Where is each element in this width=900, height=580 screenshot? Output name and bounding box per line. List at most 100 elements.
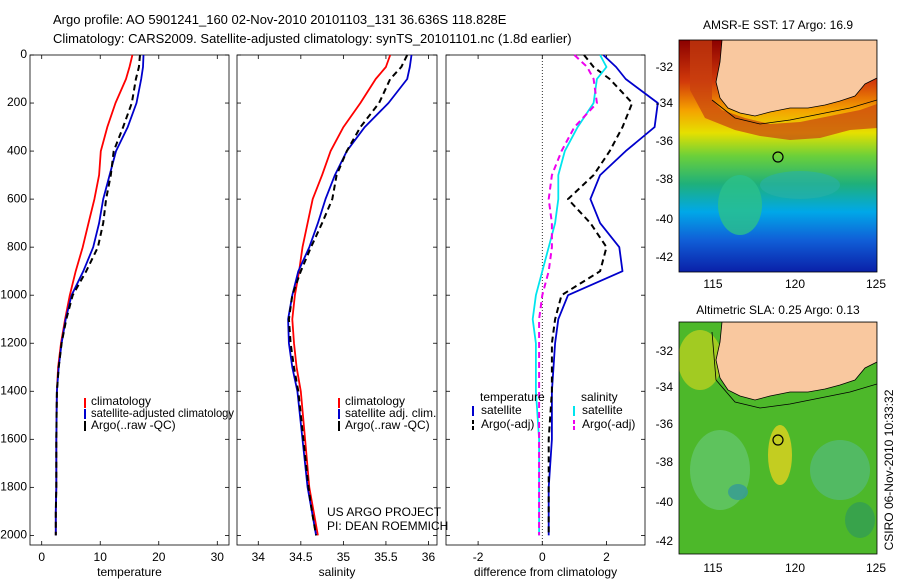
plot-frame xyxy=(445,54,646,546)
x-tick-label: 35 xyxy=(337,550,351,564)
sst-ytick: -42 xyxy=(656,250,674,264)
legend-label-climatology: climatology xyxy=(91,394,151,408)
temperature-legend: climatology satellite-adjusted climatolo… xyxy=(84,394,234,432)
series-line-satellite-adjusted-climatology xyxy=(54,54,145,536)
legend-label-temp-satellite: satellite xyxy=(481,403,522,417)
sst-ytick: -36 xyxy=(656,134,674,148)
sla-xtick: 125 xyxy=(866,561,886,575)
sla-map-frame xyxy=(678,321,878,555)
salinity-legend: climatology satellite adj. clim. Argo(..… xyxy=(338,394,436,432)
sla-land xyxy=(715,322,877,401)
x-tick-label: 20 xyxy=(152,550,166,564)
sst-ytick: -32 xyxy=(656,60,674,74)
sst-cool-patch xyxy=(760,171,840,199)
sla-argo-marker xyxy=(772,434,784,446)
series-line-argo-raw-qc xyxy=(287,54,409,536)
legend-label-argo: Argo(..raw -QC) xyxy=(91,418,176,432)
x-axis-label: difference from climatology xyxy=(474,565,617,579)
x-tick-label: 34.5 xyxy=(289,550,313,564)
y-tick-label: 200 xyxy=(7,95,27,109)
sla-ytick: -38 xyxy=(656,455,674,469)
x-tick-label: 34 xyxy=(252,550,266,564)
x-tick-label: 35.5 xyxy=(374,550,398,564)
series-line-temperature-satellite xyxy=(547,54,659,536)
series-line-argo-raw-qc xyxy=(54,54,141,536)
sla-patch xyxy=(728,484,748,500)
sst-ytick: -34 xyxy=(656,96,674,110)
legend-label-temp-argo: Argo(-adj) xyxy=(481,417,534,431)
sst-land xyxy=(715,40,877,117)
sst-coastal-band xyxy=(690,40,877,140)
timestamp: CSIRO 06-Nov-2010 10:33:32 xyxy=(882,389,896,550)
sla-map-ticks: -32 -34 -36 -38 -40 -42 115 120 125 xyxy=(656,344,887,575)
temperature-profile-panel: 0 10 20 30 0 200 400 600 800 1000 1200 1400 1600 1800… xyxy=(0,47,230,579)
x-tick-label: 0 xyxy=(539,550,546,564)
series-line-satellite-adj-clim xyxy=(287,54,413,536)
sla-ytick: -32 xyxy=(656,344,674,358)
y-tick-label: 400 xyxy=(7,143,27,157)
series-line-salinity-argo-adj xyxy=(538,54,598,536)
y-tick-label: 1600 xyxy=(0,431,27,445)
legend-label-climatology: climatology xyxy=(345,394,405,408)
sst-ytick: -40 xyxy=(656,212,674,226)
sla-patch xyxy=(810,440,870,500)
legend-group-salinity: salinity xyxy=(581,390,618,404)
y-tick-label: 1000 xyxy=(0,287,27,301)
sst-argo-marker xyxy=(772,151,784,163)
sla-xtick: 115 xyxy=(703,561,722,575)
plot-frame xyxy=(236,54,438,546)
y-tick-label: 1800 xyxy=(0,480,27,494)
sla-patch xyxy=(679,330,722,390)
title-line-2: Climatology: CARS2009. Satellite-adjuste… xyxy=(53,31,572,46)
x-tick-label: -2 xyxy=(473,550,484,564)
title-line-1: Argo profile: AO 5901241_160 02-Nov-2010… xyxy=(53,12,507,27)
sla-patch xyxy=(768,425,792,485)
sla-map-title: Altimetric SLA: 0.25 Argo: 0.13 xyxy=(696,303,860,317)
sst-xtick: 115 xyxy=(703,277,722,291)
credit-line-2: PI: DEAN ROEMMICH xyxy=(327,519,448,533)
x-tick-label: 36 xyxy=(422,550,436,564)
legend-label-satellite: satellite adj. clim. xyxy=(345,406,436,420)
sst-xtick: 120 xyxy=(785,277,805,291)
legend-group-temperature: temperature xyxy=(480,390,545,404)
sst-ytick: -38 xyxy=(656,172,674,186)
x-tick-label: 30 xyxy=(211,550,225,564)
sla-map-panel: Altimetric SLA: 0.25 Argo: 0.13 -32 -34 … xyxy=(656,303,887,575)
series-line-temperature-argo-adj xyxy=(547,54,634,536)
credit-line-1: US ARGO PROJECT xyxy=(327,505,442,519)
legend-label-argo: Argo(..raw -QC) xyxy=(345,418,430,432)
sst-xtick: 125 xyxy=(866,277,886,291)
difference-legend: temperature satellite Argo(-adj) salinit… xyxy=(472,390,635,431)
series-line-climatology xyxy=(54,54,134,536)
x-tick-label: 2 xyxy=(603,550,610,564)
sla-contour-line xyxy=(711,331,877,409)
sla-ytick: -36 xyxy=(656,417,674,431)
sla-ytick: -42 xyxy=(656,534,674,548)
sla-ytick: -34 xyxy=(656,380,674,394)
series-line-climatology xyxy=(291,54,392,536)
sst-warm-patch xyxy=(718,175,762,235)
sst-map-ticks: -32 -34 -36 -38 -40 -42 115 120 125 xyxy=(656,60,887,291)
y-tick-label: 0 xyxy=(20,47,27,61)
sst-contour-line xyxy=(711,99,877,125)
y-tick-label: 800 xyxy=(7,239,27,253)
y-tick-label: 2000 xyxy=(0,528,27,542)
y-tick-label: 600 xyxy=(7,191,27,205)
y-tick-label: 1200 xyxy=(0,335,27,349)
x-axis-label: temperature xyxy=(97,565,162,579)
x-tick-label: 10 xyxy=(94,550,108,564)
sla-ytick: -40 xyxy=(656,495,674,509)
legend-label-satellite: satellite-adjusted climatology xyxy=(91,406,234,420)
sla-xtick: 120 xyxy=(785,561,805,575)
plot-frame xyxy=(29,54,230,546)
series-line-salinity-satellite xyxy=(531,54,608,536)
legend-label-sal-satellite: satellite xyxy=(582,403,623,417)
x-axis-label: salinity xyxy=(319,565,356,579)
salinity-profile-panel: 34 34.5 35 35.5 36 salinity xyxy=(236,54,438,579)
sst-map-panel: AMSR-E SST: 17 Argo: 16.9 -32 -34 -36 -3… xyxy=(656,18,887,291)
sla-patch xyxy=(845,502,875,538)
sst-map-frame xyxy=(678,39,878,273)
legend-label-sal-argo: Argo(-adj) xyxy=(582,417,635,431)
